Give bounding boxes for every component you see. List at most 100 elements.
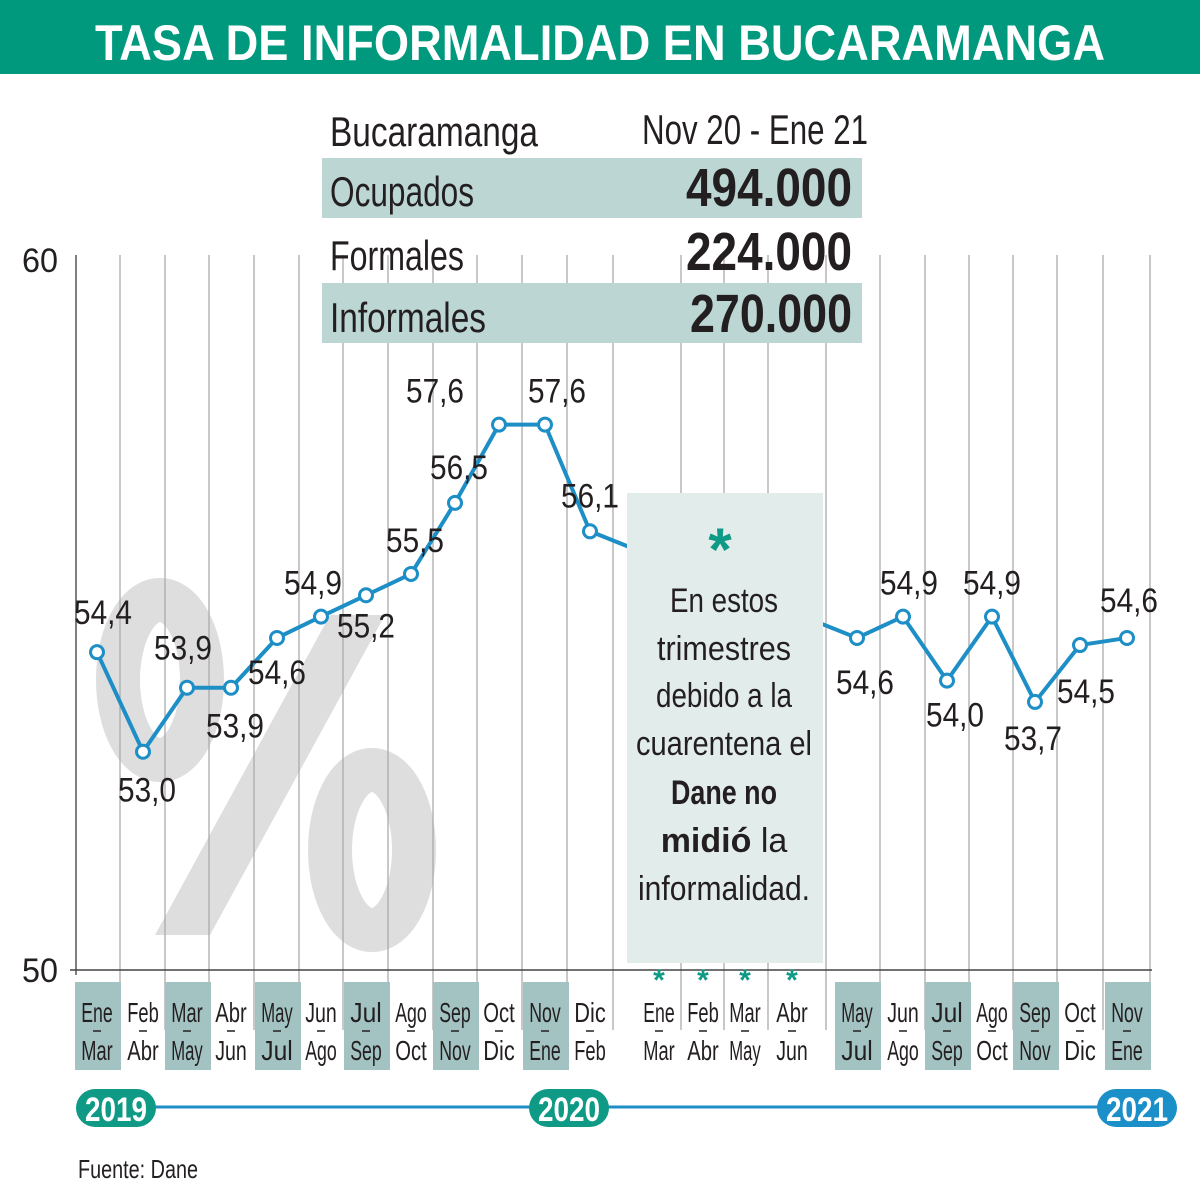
summary-table: Bucaramanga Nov 20 - Ene 21 Ocupados 494… xyxy=(322,106,868,344)
x-tick-label-start: Mar xyxy=(171,997,203,1028)
x-tick-label-start: Abr xyxy=(776,997,808,1028)
data-point xyxy=(849,629,865,646)
year-pill-2020 xyxy=(529,1089,609,1127)
category-highlight xyxy=(75,982,121,1070)
x-tick-label-start: Ene xyxy=(81,997,113,1028)
table-label-ocupados: Ocupados xyxy=(330,168,474,215)
note-line: informalidad. xyxy=(638,870,810,908)
note-line-midio: midió la xyxy=(661,822,788,860)
value-label: 57,6 xyxy=(528,373,586,411)
data-point xyxy=(582,523,598,540)
not-measured-asterisk-icon: * xyxy=(653,964,665,997)
x-tick-label-end: Nov xyxy=(439,1035,471,1066)
note-asterisk-icon: * xyxy=(708,516,732,583)
category-highlight xyxy=(1013,982,1059,1070)
data-point xyxy=(269,629,285,646)
data-point xyxy=(1119,629,1135,646)
x-tick-label-start: Feb xyxy=(127,997,159,1028)
value-label: 53,9 xyxy=(206,708,264,746)
x-tick-label-end: Dic xyxy=(483,1035,515,1066)
x-axis-labels: Ene Mar Feb Abr Mar May Abr Jun May Jul Jun Ago Jul S… xyxy=(81,964,1143,1066)
x-tick-label-start: Ago xyxy=(976,997,1008,1028)
x-tick-label-start: Nov xyxy=(529,997,561,1028)
data-point xyxy=(358,587,374,604)
x-tick-label-start: Nov xyxy=(1111,997,1143,1028)
value-label: 54,6 xyxy=(1100,582,1158,620)
gridlines xyxy=(119,255,1151,1030)
x-tick-label-start: Sep xyxy=(1019,997,1051,1028)
data-point xyxy=(895,608,911,625)
year-pill-2021 xyxy=(1097,1089,1177,1127)
value-label: 54,6 xyxy=(836,664,894,702)
year-2021: 2021 xyxy=(1106,1091,1168,1129)
x-tick-label-start: May xyxy=(261,997,293,1028)
value-label: 54,5 xyxy=(1057,673,1115,711)
quarantine-note: * En estos trimestres debido a la cuaren… xyxy=(627,493,823,963)
note-box xyxy=(627,493,823,963)
table-band-ocupados xyxy=(322,158,862,218)
not-measured-asterisk-icon: * xyxy=(786,964,798,997)
category-highlight xyxy=(523,982,569,1070)
table-city: Bucaramanga xyxy=(330,108,539,155)
value-label: 54,4 xyxy=(74,594,132,632)
x-tick-label-end: Jun xyxy=(776,1035,808,1066)
percent-watermark-icon xyxy=(96,578,436,952)
data-point xyxy=(403,565,419,582)
x-tick-label-end: Abr xyxy=(127,1035,159,1066)
header-bar xyxy=(0,0,1200,74)
category-highlight xyxy=(925,982,971,1070)
value-labels: 54,4 53,0 53,9 53,9 54,6 54,9 55,2 55,5 56,5 57,6… xyxy=(74,373,1158,810)
value-label: 54,9 xyxy=(284,565,342,603)
x-tick-label-start: Mar xyxy=(729,997,761,1028)
value-label: 54,0 xyxy=(926,697,984,735)
value-label: 53,9 xyxy=(154,630,212,668)
data-point xyxy=(313,608,329,625)
table-period: Nov 20 - Ene 21 xyxy=(642,106,868,153)
table-value-ocupados: 494.000 xyxy=(686,158,852,218)
x-tick-label-end: May xyxy=(729,1035,761,1066)
data-point xyxy=(1072,637,1088,654)
data-point xyxy=(1027,693,1043,710)
x-tick-label-start: Jul xyxy=(931,997,963,1028)
x-tick-label-start: Ago xyxy=(395,997,427,1028)
table-value-informales: 270.000 xyxy=(690,284,852,344)
data-point xyxy=(491,416,507,433)
y-tick-60: 60 xyxy=(22,242,58,280)
x-tick-label-end: Ago xyxy=(305,1035,337,1066)
x-tick-label-end: Dic xyxy=(1064,1035,1096,1066)
x-tick-label-end: Oct xyxy=(395,1035,427,1066)
table-value-formales: 224.000 xyxy=(686,222,852,282)
data-point xyxy=(537,416,553,433)
category-highlights xyxy=(75,982,1151,1070)
x-tick-label-end: Nov xyxy=(1019,1035,1051,1066)
category-highlight xyxy=(255,982,301,1070)
value-label: 56,5 xyxy=(430,449,488,487)
category-highlight xyxy=(165,982,211,1070)
category-highlight xyxy=(433,982,479,1070)
note-line: trimestres xyxy=(657,630,791,668)
x-tick-label-start: Jul xyxy=(350,997,382,1028)
data-point xyxy=(89,644,105,661)
value-label: 54,9 xyxy=(880,565,938,603)
table-label-formales: Formales xyxy=(330,232,464,279)
x-tick-label-start: Ene xyxy=(643,997,675,1028)
category-highlight xyxy=(835,982,881,1070)
x-tick-label-end: Ene xyxy=(1111,1035,1143,1066)
not-measured-asterisk-icon: * xyxy=(697,964,709,997)
category-highlight xyxy=(344,982,390,1070)
year-2019: 2019 xyxy=(85,1091,147,1129)
x-tick-label-end: Mar xyxy=(643,1035,675,1066)
x-tick-label-end: Sep xyxy=(931,1035,963,1066)
value-label: 54,6 xyxy=(248,654,306,692)
data-points xyxy=(89,416,1135,760)
year-2020: 2020 xyxy=(538,1091,600,1129)
value-label: 53,7 xyxy=(1004,720,1062,758)
note-line-rest: la xyxy=(751,822,787,860)
x-tick-label-start: Oct xyxy=(483,997,515,1028)
x-tick-label-start: Oct xyxy=(1064,997,1096,1028)
x-tick-label-end: Jun xyxy=(215,1035,247,1066)
x-tick-label-end: Sep xyxy=(350,1035,382,1066)
value-label: 55,5 xyxy=(386,522,444,560)
note-bold-line: Dane no xyxy=(671,774,777,812)
